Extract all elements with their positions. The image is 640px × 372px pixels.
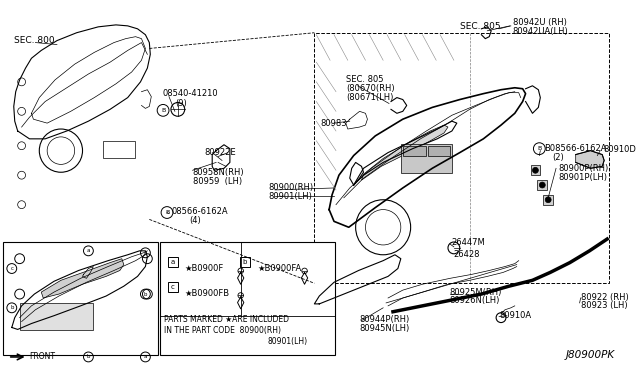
Text: 08566-6162A: 08566-6162A bbox=[172, 207, 228, 216]
Text: SEC. 800: SEC. 800 bbox=[13, 36, 54, 45]
Bar bbox=[160, 242, 335, 355]
Text: SEC. 805: SEC. 805 bbox=[346, 76, 383, 84]
Text: ★B0900F: ★B0900F bbox=[185, 264, 224, 273]
Text: a: a bbox=[143, 250, 147, 255]
Text: FRONT: FRONT bbox=[29, 352, 56, 362]
Text: ★B0900FB: ★B0900FB bbox=[185, 289, 230, 298]
Text: b: b bbox=[143, 292, 147, 296]
Text: 80901(LH): 80901(LH) bbox=[268, 192, 312, 201]
Text: b: b bbox=[10, 305, 13, 310]
Polygon shape bbox=[362, 125, 448, 180]
Text: a: a bbox=[171, 259, 175, 264]
Text: a: a bbox=[143, 355, 147, 359]
Text: ★B0900FA: ★B0900FA bbox=[257, 264, 301, 273]
Bar bbox=[543, 195, 553, 205]
Text: B: B bbox=[165, 210, 169, 215]
Text: 80983: 80983 bbox=[320, 119, 347, 128]
Polygon shape bbox=[41, 259, 124, 298]
Text: 26428: 26428 bbox=[454, 250, 481, 259]
Text: c: c bbox=[10, 266, 13, 271]
Text: a: a bbox=[86, 248, 90, 253]
Bar bbox=[538, 180, 547, 190]
Text: 26447M: 26447M bbox=[451, 238, 484, 247]
Text: 80942U (RH): 80942U (RH) bbox=[513, 19, 566, 28]
Text: B08566-6162A: B08566-6162A bbox=[544, 144, 607, 153]
Text: 80910D: 80910D bbox=[604, 145, 636, 154]
Text: 80900P(RH): 80900P(RH) bbox=[558, 164, 608, 173]
Text: b: b bbox=[243, 259, 247, 264]
Bar bbox=[314, 33, 609, 283]
Bar bbox=[401, 144, 452, 173]
Text: 80925M(RH): 80925M(RH) bbox=[449, 288, 501, 296]
Text: 80922E: 80922E bbox=[204, 148, 236, 157]
Text: 80942UA(LH): 80942UA(LH) bbox=[513, 27, 568, 36]
Text: (4): (4) bbox=[189, 216, 202, 225]
Text: (80670(RH): (80670(RH) bbox=[346, 84, 394, 93]
Text: 80900(RH): 80900(RH) bbox=[268, 183, 314, 192]
Text: 80901P(LH): 80901P(LH) bbox=[558, 173, 607, 182]
Circle shape bbox=[532, 167, 538, 173]
Text: b: b bbox=[86, 355, 90, 359]
Text: 80922 (RH): 80922 (RH) bbox=[580, 292, 628, 302]
Text: 80910A: 80910A bbox=[499, 311, 531, 320]
Bar bbox=[103, 141, 134, 158]
Text: 80944P(RH): 80944P(RH) bbox=[360, 315, 410, 324]
Bar bbox=[168, 257, 178, 267]
Text: 80926N(LH): 80926N(LH) bbox=[449, 296, 499, 305]
Text: 80959  (LH): 80959 (LH) bbox=[193, 177, 242, 186]
Text: 08540-41210: 08540-41210 bbox=[162, 89, 218, 98]
Polygon shape bbox=[576, 151, 604, 168]
Circle shape bbox=[540, 182, 545, 188]
Bar bbox=[20, 303, 93, 330]
Bar bbox=[3, 242, 158, 355]
Circle shape bbox=[545, 197, 551, 203]
Bar bbox=[240, 257, 250, 267]
Text: (80671(LH): (80671(LH) bbox=[346, 93, 393, 102]
Bar bbox=[531, 166, 540, 175]
Text: B: B bbox=[537, 146, 541, 151]
Text: 80958N(RH): 80958N(RH) bbox=[193, 168, 244, 177]
Text: c: c bbox=[171, 284, 175, 290]
Text: B: B bbox=[161, 108, 165, 113]
Text: IN THE PART CODE  80900(RH): IN THE PART CODE 80900(RH) bbox=[164, 326, 281, 335]
Bar bbox=[168, 282, 178, 292]
Text: (2): (2) bbox=[552, 153, 564, 162]
Text: PARTS MARKED ★ARE INCLUDED: PARTS MARKED ★ARE INCLUDED bbox=[164, 315, 289, 324]
Text: 80945N(LH): 80945N(LH) bbox=[360, 324, 410, 333]
Text: 80901(LH): 80901(LH) bbox=[268, 337, 307, 346]
Bar bbox=[428, 146, 450, 155]
Bar bbox=[403, 146, 426, 155]
Text: SEC. 805: SEC. 805 bbox=[460, 22, 500, 31]
Text: J80900PK: J80900PK bbox=[566, 350, 615, 360]
Text: (9): (9) bbox=[175, 99, 187, 108]
Text: 80923 (LH): 80923 (LH) bbox=[580, 301, 627, 310]
